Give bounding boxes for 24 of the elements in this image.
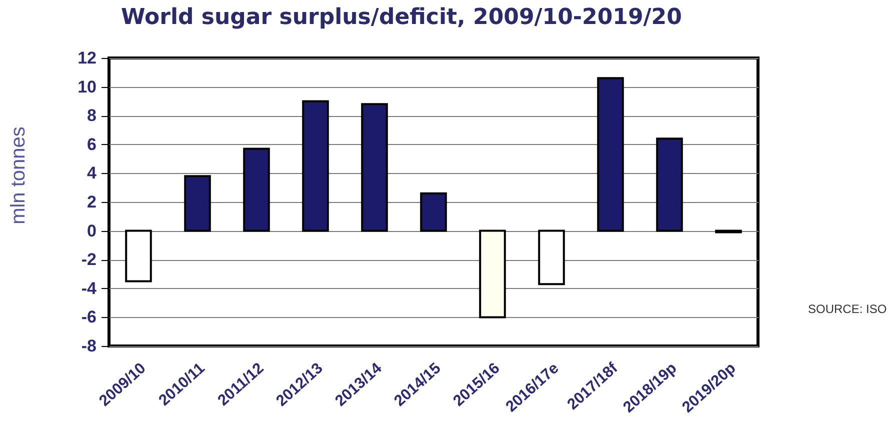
y-tick-label: 12 <box>78 48 96 68</box>
bar <box>361 103 388 232</box>
y-tick-label: 10 <box>78 77 96 96</box>
y-tick-label: -2 <box>81 250 96 270</box>
bar <box>184 175 211 232</box>
bar <box>243 148 270 232</box>
bar <box>597 77 624 232</box>
bar <box>538 230 565 286</box>
y-tick-label: 2 <box>87 192 96 212</box>
bar <box>302 100 329 232</box>
y-tick-label: -4 <box>81 278 98 298</box>
bar <box>656 138 683 232</box>
bar <box>420 192 447 232</box>
chart-title: World sugar surplus/deficit, 2009/10-2019/20 <box>121 5 682 30</box>
source-note: SOURCE: ISO <box>808 302 887 316</box>
y-tick-label: 6 <box>87 134 96 154</box>
y-tick-label: -8 <box>81 336 96 356</box>
y-axis-title: mln tonnes <box>8 126 30 224</box>
bar <box>125 230 152 282</box>
bar <box>479 230 506 318</box>
y-tick-label: 8 <box>87 106 96 126</box>
y-tick-label: -6 <box>81 308 96 327</box>
y-tick-label: 0 <box>87 221 96 240</box>
y-tick-label: 4 <box>87 164 98 183</box>
